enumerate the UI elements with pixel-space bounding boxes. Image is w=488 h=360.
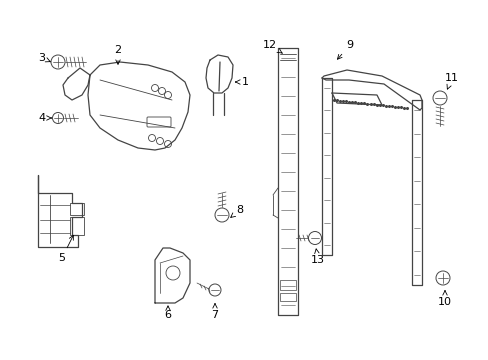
Text: 5: 5: [59, 235, 73, 263]
Text: 2: 2: [114, 45, 122, 64]
Text: 1: 1: [235, 77, 248, 87]
Text: 11: 11: [444, 73, 458, 89]
Bar: [70, 217, 84, 235]
Bar: [70, 203, 84, 215]
Text: 10: 10: [437, 291, 451, 307]
Text: 8: 8: [230, 205, 243, 217]
Text: 7: 7: [211, 304, 218, 320]
Text: 4: 4: [39, 113, 51, 123]
Text: 13: 13: [310, 249, 325, 265]
Text: 9: 9: [337, 40, 353, 59]
Text: 6: 6: [164, 306, 171, 320]
Bar: [280, 280, 295, 290]
Text: 3: 3: [39, 53, 51, 63]
Text: 12: 12: [263, 40, 282, 53]
Bar: [280, 293, 295, 301]
